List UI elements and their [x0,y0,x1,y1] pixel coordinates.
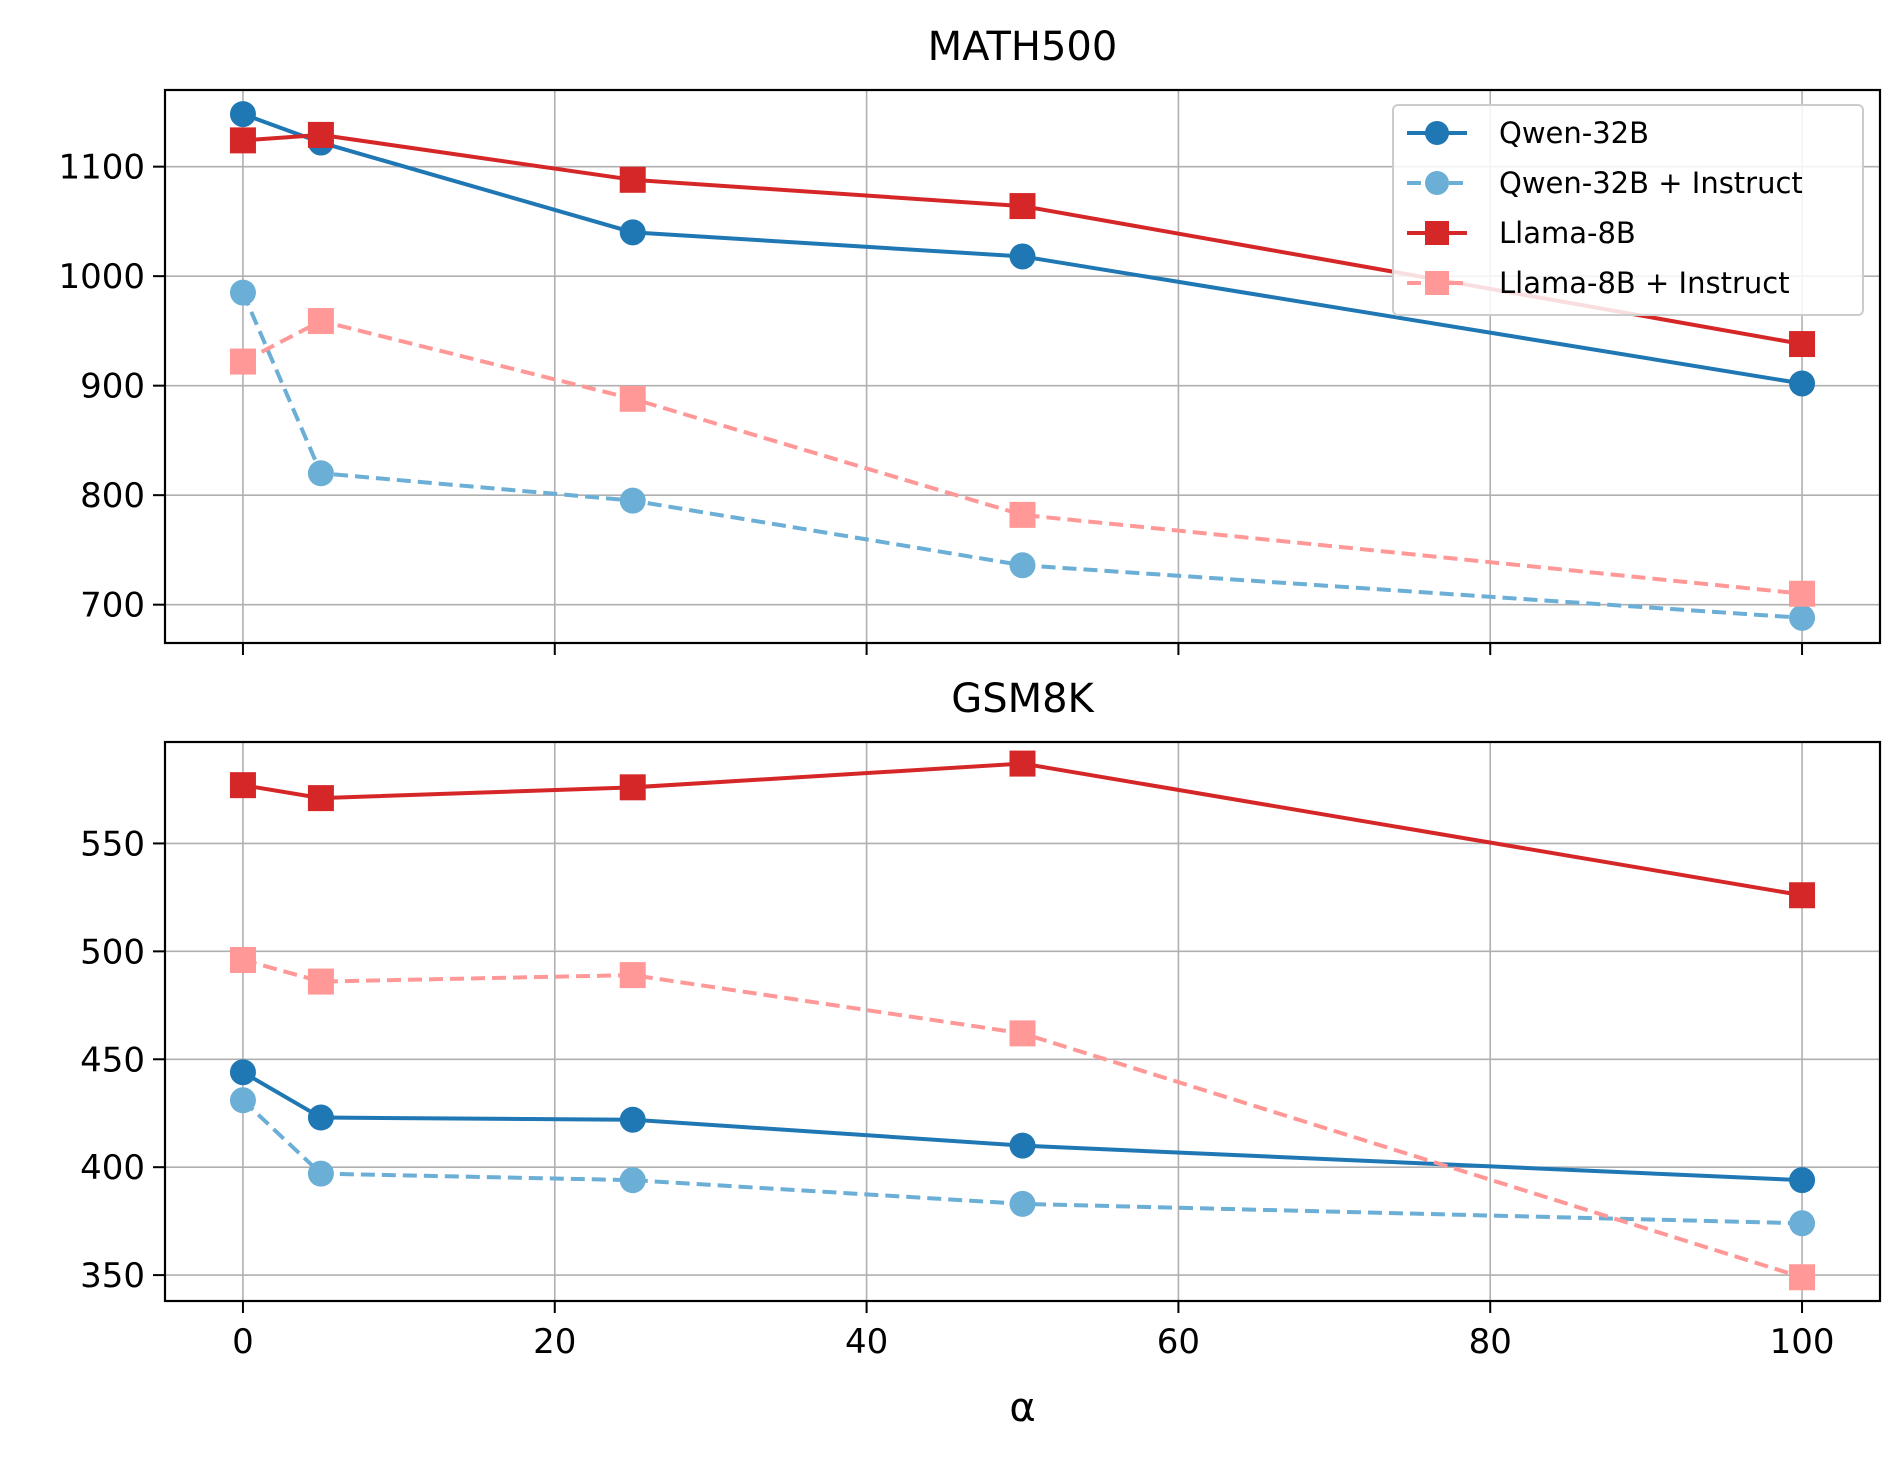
data-point [307,1104,334,1131]
series-qwen-32b-instruct [229,1087,1816,1237]
data-point [1009,501,1036,528]
panel-title: GSM8K [951,676,1095,722]
x-tick-label: 40 [845,1322,888,1362]
data-point [1789,1264,1816,1291]
y-tick-label: 1000 [58,257,145,297]
data-point [1009,1190,1036,1217]
panel-math500: 70080090010001100MATH500Qwen-32BQwen-32B… [58,24,1882,655]
data-point [619,219,646,246]
axes-frame [163,88,1882,645]
legend-marker [1425,171,1449,195]
y-tick-label: 800 [80,476,145,516]
data-point [619,1167,646,1194]
series-line [241,1098,1803,1226]
legend-box [1392,104,1864,316]
y-tick-label: 1100 [58,148,145,188]
legend-entry-qwen-32b-instruct: Qwen-32B + Instruct [1407,166,1803,200]
legend: Qwen-32B Qwen-32B + Instruct Llama-8B Llama… [1392,104,1864,316]
data-point [229,1087,256,1114]
data-point [1789,604,1816,631]
data-point [619,774,646,801]
data-point [307,121,334,148]
series-line [242,958,1803,1280]
series-llama-8b-instruct [229,308,1816,607]
legend-entry-qwen-32b: Qwen-32B [1407,116,1649,150]
data-point [619,487,646,514]
y-tick-label: 400 [80,1148,145,1188]
data-point [1789,370,1816,397]
legend-label: Llama-8B + Instruct [1499,266,1790,300]
data-point [229,1059,256,1086]
legend-marker [1425,121,1449,145]
x-axis-label: α [1009,1385,1035,1431]
series-qwen-32b [229,101,1816,397]
data-point [1009,243,1036,270]
series-qwen-32b-instruct [229,279,1816,631]
data-point [1789,1210,1816,1237]
data-point [619,385,646,412]
x-tick-label: 80 [1469,1322,1512,1362]
x-tick-label: 60 [1157,1322,1200,1362]
legend-label: Qwen-32B [1499,116,1649,150]
series-llama-8b-instruct [229,946,1816,1291]
data-point [229,101,256,128]
x-tick-label: 100 [1770,1322,1835,1362]
panel-gsm8k: 0 20 40 60 80 100 350 400 450 500 550 GSM8K α [80,676,1882,1431]
y-tick-label: 700 [80,586,145,626]
data-point [1009,750,1036,777]
data-point [619,1106,646,1133]
data-point [619,166,646,193]
legend-label: Llama-8B [1499,216,1636,250]
data-point [229,946,256,973]
data-point [229,127,256,154]
data-point [619,962,646,989]
legend-entry-llama-8b-instruct: Llama-8B + Instruct [1407,266,1790,300]
data-point [1789,580,1816,607]
data-point [1009,1132,1036,1159]
panel-title: MATH500 [928,24,1118,70]
chart-panels: 70080090010001100MATH500Qwen-32BQwen-32B… [58,24,1882,1431]
data-point [307,1160,334,1187]
data-point [1009,1020,1036,1047]
data-point [1009,193,1036,220]
axes-frame [163,740,1882,1303]
y-tick-label: 350 [80,1256,145,1296]
legend-entry-llama-8b: Llama-8B [1407,216,1636,250]
data-point [229,279,256,306]
data-point [229,348,256,375]
series-llama-8b [229,121,1816,358]
legend-marker [1425,221,1449,245]
data-point [1789,1167,1816,1194]
data-point [307,308,334,335]
data-point [1009,552,1036,579]
x-tick-label: 20 [533,1322,576,1362]
data-point [307,968,334,995]
series-llama-8b [229,750,1816,909]
x-tick-label: 0 [232,1322,254,1362]
data-point [1789,331,1816,358]
y-tick-label: 900 [80,367,145,407]
data-point [1789,882,1816,909]
data-point [229,772,256,799]
series-qwen-32b [229,1059,1816,1194]
y-tick-label: 450 [80,1040,145,1080]
data-point [307,460,334,487]
y-tick-label: 550 [80,824,145,864]
y-tick-label: 500 [80,932,145,972]
data-point [307,785,334,812]
legend-label: Qwen-32B + Instruct [1499,166,1803,200]
legend-marker [1425,271,1449,295]
